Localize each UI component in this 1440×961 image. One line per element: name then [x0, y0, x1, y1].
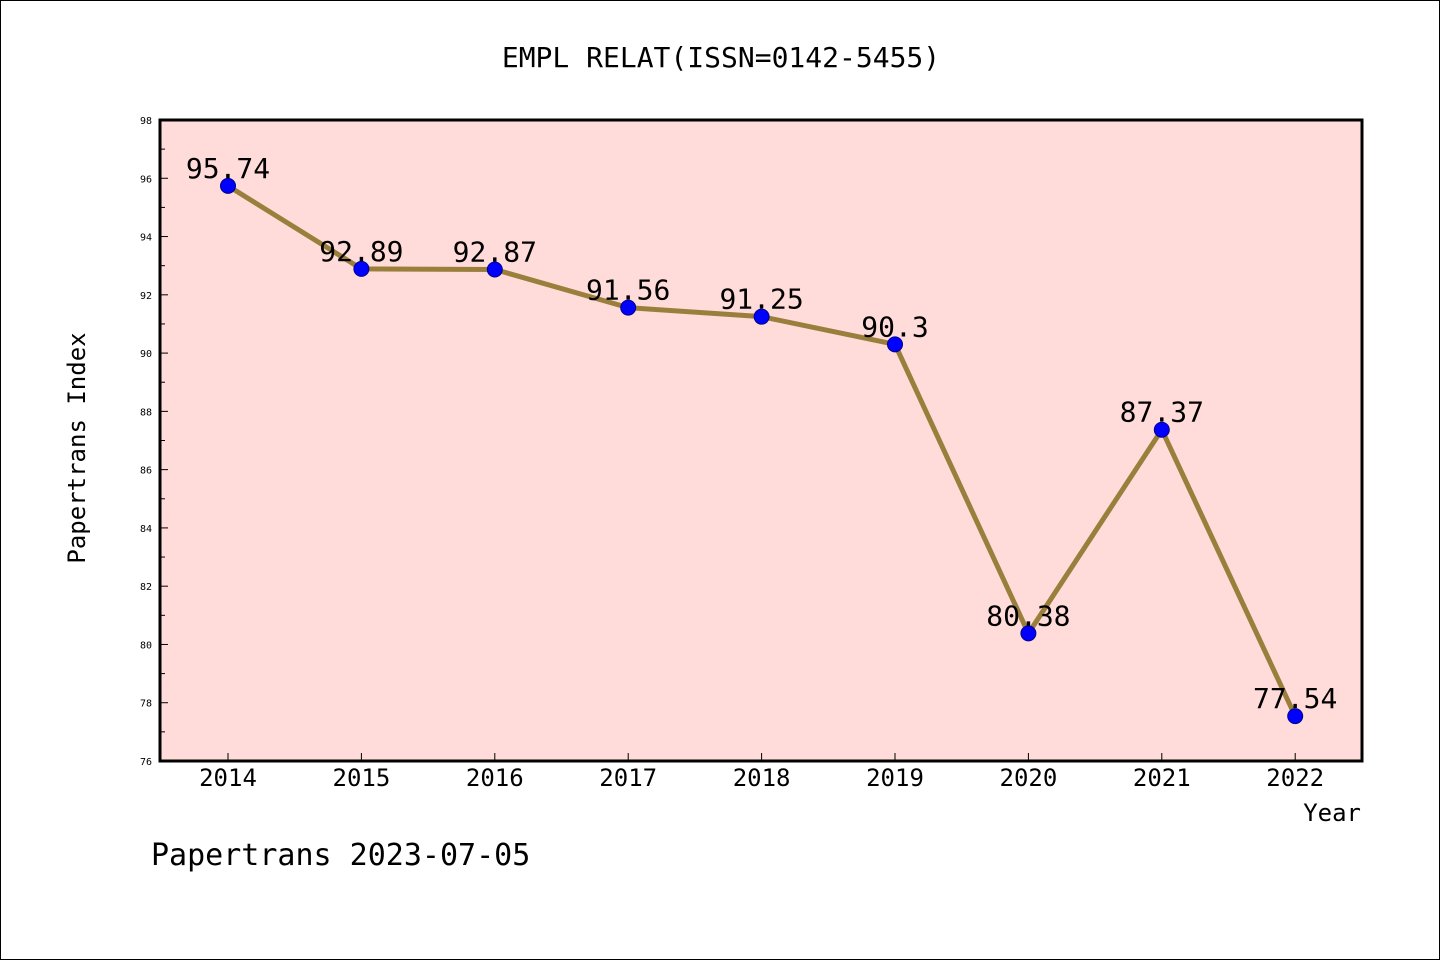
x-tick-label: 2022 — [1266, 764, 1324, 792]
data-point-marker — [486, 261, 503, 278]
data-label: 90.3 — [861, 310, 928, 343]
plot-area — [158, 118, 1364, 763]
x-tick-label: 2014 — [199, 764, 257, 792]
data-point-marker — [220, 177, 236, 194]
chart-title: EMPL RELAT(ISSN=0142-5455) — [502, 41, 940, 74]
series-line-group — [220, 177, 1304, 725]
y-tick-label: 90 — [140, 349, 152, 360]
data-label: 77.54 — [1253, 682, 1337, 715]
data-point-marker — [1020, 625, 1037, 642]
y-tick-label: 82 — [140, 582, 152, 593]
y-tick-label: 92 — [140, 291, 152, 302]
y-tick-label: 88 — [140, 407, 152, 418]
data-label: 87.37 — [1120, 396, 1204, 429]
x-tick-label: 2015 — [333, 764, 391, 792]
x-tick-label: 2021 — [1133, 764, 1191, 792]
data-point-marker — [1153, 421, 1170, 438]
y-tick-label: 78 — [140, 699, 152, 710]
data-label: 92.89 — [319, 235, 403, 268]
x-axis-ticks: 2014 2015 2016 2017 2018 2019 2020 2021 2022 — [199, 753, 1324, 792]
x-tick-label: 2017 — [599, 764, 657, 792]
y-tick-label: 98 — [140, 116, 152, 127]
data-label: 92.87 — [453, 235, 537, 268]
x-tick-label: 2019 — [866, 764, 924, 792]
y-tick-label: 80 — [140, 640, 152, 651]
footer-credit: Papertrans 2023-07-05 — [151, 838, 530, 873]
data-point-marker — [753, 308, 770, 325]
data-label: 91.25 — [719, 283, 803, 316]
x-tick-label: 2020 — [1000, 764, 1058, 792]
x-axis-label: Year — [1303, 799, 1361, 827]
data-label: 80.38 — [986, 599, 1070, 632]
y-axis-label: Papertrans Index — [63, 332, 91, 563]
y-tick-label: 86 — [140, 466, 152, 477]
data-point-marker — [1287, 708, 1304, 725]
y-tick-label: 76 — [140, 757, 152, 768]
data-label: 91.56 — [586, 274, 670, 307]
x-tick-label: 2016 — [466, 764, 524, 792]
data-labels-group: 95.74 92.89 92.87 91.56 91.25 90.3 80.38 87.37 7… — [186, 152, 1337, 715]
y-tick-label: 94 — [140, 233, 152, 244]
y-tick-label: 84 — [140, 524, 152, 535]
data-point-marker — [887, 336, 903, 353]
y-axis-ticks: 76 78 80 82 84 86 88 90 92 94 96 98 — [140, 116, 168, 768]
data-point-marker — [353, 260, 370, 277]
data-label: 95.74 — [186, 152, 270, 185]
x-tick-label: 2018 — [733, 764, 791, 792]
data-point-marker — [620, 299, 637, 316]
y-tick-label: 96 — [140, 174, 152, 185]
